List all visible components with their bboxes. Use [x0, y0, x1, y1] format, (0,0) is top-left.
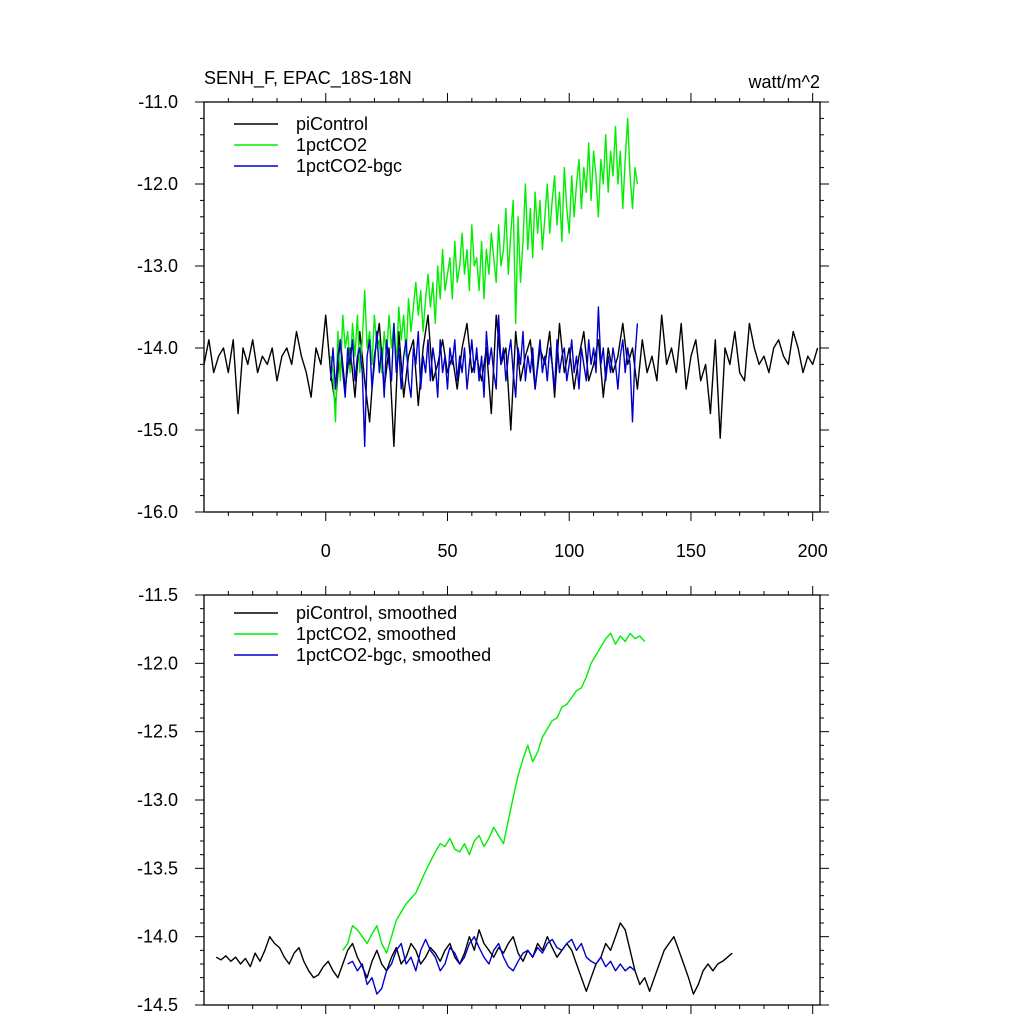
y-tick-label: -12.0 [137, 653, 178, 673]
y-tick-label: -16.0 [137, 502, 178, 522]
top-panel: SENH_F, EPAC_18S-18N watt/m^2 0 50 100 150 2… [137, 68, 829, 561]
y-tick-label: -14.0 [137, 927, 178, 947]
series-line-1pctco2-bgc-smoothed [347, 936, 636, 995]
y-tick-label: -15.0 [137, 420, 178, 440]
y-tick-label: -13.0 [137, 790, 178, 810]
y-tick-label: -13.0 [137, 256, 178, 276]
units-label: watt/m^2 [748, 72, 820, 92]
series-line-1pctco2 [329, 117, 639, 423]
series-line-picontrol [203, 314, 819, 448]
x-tick-label: 50 [437, 541, 457, 561]
y-tick-label: -14.5 [137, 995, 178, 1015]
series-line-1pctco2-bgc [329, 306, 639, 448]
top-plot-frame [203, 101, 821, 513]
y-tick-label: -12.5 [137, 722, 178, 742]
y-tick-label: -14.0 [137, 338, 178, 358]
x-tick-label: 0 [321, 541, 331, 561]
x-tick-label: 200 [798, 541, 828, 561]
series-line-picontrol-smoothed [215, 922, 733, 995]
y-tick-label: -11.0 [138, 92, 178, 112]
legend-label: piControl [296, 114, 368, 134]
legend-label: 1pctCO2-bgc [296, 156, 402, 176]
x-tick-label: 100 [554, 541, 584, 561]
x-tick-label: 150 [676, 541, 706, 561]
legend-label: 1pctCO2 [296, 135, 367, 155]
y-tick-label: -13.5 [137, 858, 178, 878]
legend-label: 1pctCO2, smoothed [296, 624, 456, 644]
y-tick-label: -11.5 [138, 585, 178, 605]
legend-label: 1pctCO2-bgc, smoothed [296, 645, 491, 665]
legend-label: piControl, smoothed [296, 603, 457, 623]
y-tick-label: -12.0 [137, 174, 178, 194]
chart-title: SENH_F, EPAC_18S-18N [204, 68, 412, 89]
bottom-panel: -14.5 -14.0 -13.5 -13.0 -12.5 -12.0 -11.5 piCo… [137, 585, 829, 1015]
series-line-1pctco2-smoothed [342, 632, 646, 954]
